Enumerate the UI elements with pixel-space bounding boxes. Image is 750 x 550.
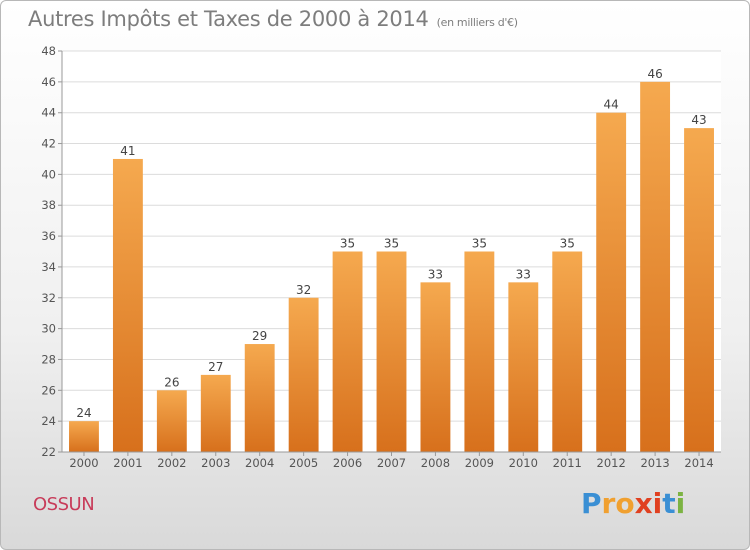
bar-2005 bbox=[288, 297, 319, 452]
data-label: 32 bbox=[296, 283, 311, 297]
x-tick-label: 2004 bbox=[245, 456, 274, 470]
y-tick-label: 44 bbox=[41, 106, 56, 120]
bar-2006 bbox=[332, 251, 363, 452]
data-label: 33 bbox=[428, 267, 443, 281]
bar-2007 bbox=[376, 251, 407, 452]
town-name: OSSUN bbox=[33, 494, 95, 515]
y-tick-label: 36 bbox=[41, 229, 56, 243]
y-tick-label: 46 bbox=[41, 75, 56, 89]
x-tick-label: 2008 bbox=[421, 456, 450, 470]
bar-2000 bbox=[69, 421, 99, 452]
y-tick-label: 34 bbox=[41, 260, 56, 274]
data-label: 35 bbox=[384, 237, 399, 251]
axis-layer: 22 24 26 28 30 32 34 36 38 40 42 44 46 48 2000 2001 2002… bbox=[41, 44, 721, 470]
bar-2011 bbox=[552, 251, 583, 452]
x-tick-label: 2014 bbox=[684, 456, 713, 470]
y-tick-label: 30 bbox=[41, 322, 56, 336]
bar-2009 bbox=[464, 251, 495, 452]
data-label: 35 bbox=[340, 237, 355, 251]
y-tick-label: 22 bbox=[41, 445, 56, 459]
y-tick-label: 24 bbox=[41, 414, 56, 428]
data-label: 26 bbox=[164, 375, 179, 389]
x-tick-label: 2012 bbox=[597, 456, 626, 470]
x-tick-label: 2002 bbox=[157, 456, 186, 470]
logo-letter: P bbox=[581, 487, 602, 520]
y-tick-label: 26 bbox=[41, 383, 56, 397]
logo-letter: t bbox=[662, 487, 676, 520]
y-tick-label: 42 bbox=[41, 137, 56, 151]
data-label: 24 bbox=[76, 406, 91, 420]
x-tick-label: 2009 bbox=[465, 456, 494, 470]
bar-2012 bbox=[596, 112, 627, 452]
bar-2003 bbox=[200, 374, 231, 452]
unit-note: (en milliers d'€) bbox=[436, 16, 518, 29]
x-tick-label: 2005 bbox=[289, 456, 318, 470]
logo-letter: o bbox=[615, 487, 635, 520]
y-tick-label: 48 bbox=[41, 44, 56, 58]
data-label: 35 bbox=[472, 237, 487, 251]
x-tick-label: 2011 bbox=[553, 456, 582, 470]
bar-2004 bbox=[244, 344, 275, 452]
bar-2014 bbox=[684, 128, 714, 452]
bar-2008 bbox=[420, 282, 451, 452]
data-label: 44 bbox=[604, 98, 619, 112]
bar-2002 bbox=[156, 390, 187, 452]
bar-2010 bbox=[508, 282, 539, 452]
data-label: 43 bbox=[691, 113, 706, 127]
y-tick-label: 28 bbox=[41, 352, 56, 366]
data-label: 33 bbox=[516, 267, 531, 281]
data-label: 27 bbox=[208, 360, 223, 374]
y-tick-label: 38 bbox=[41, 198, 56, 212]
bar-2001 bbox=[112, 158, 143, 452]
x-tick-label: 2007 bbox=[377, 456, 406, 470]
logo-letter: i bbox=[675, 487, 686, 520]
proxiti-logo[interactable]: Proxiti bbox=[581, 487, 685, 520]
bar-2013 bbox=[640, 81, 671, 452]
logo-letter: x bbox=[634, 487, 653, 520]
data-label: 35 bbox=[560, 237, 575, 251]
x-tick-label: 2010 bbox=[509, 456, 538, 470]
data-label: 41 bbox=[120, 144, 135, 158]
x-tick-label: 2000 bbox=[69, 456, 98, 470]
x-tick-label: 2006 bbox=[333, 456, 362, 470]
bar-layer: 24 41 26 27 29 32 35 35 33 35 33 35 44 46 43 bbox=[69, 67, 714, 452]
data-label: 29 bbox=[252, 329, 267, 343]
y-tick-label: 40 bbox=[41, 167, 56, 181]
chart-title-text: Autres Impôts et Taxes de 2000 à 2014 bbox=[28, 7, 429, 31]
logo-letter: r bbox=[601, 487, 616, 520]
logo-letter: i bbox=[652, 487, 663, 520]
x-tick-label: 2001 bbox=[113, 456, 142, 470]
chart-title: Autres Impôts et Taxes de 2000 à 2014 (en… bbox=[28, 7, 518, 31]
x-tick-label: 2003 bbox=[201, 456, 230, 470]
x-tick-label: 2013 bbox=[640, 456, 669, 470]
data-label: 46 bbox=[647, 67, 662, 81]
y-tick-label: 32 bbox=[41, 291, 56, 305]
